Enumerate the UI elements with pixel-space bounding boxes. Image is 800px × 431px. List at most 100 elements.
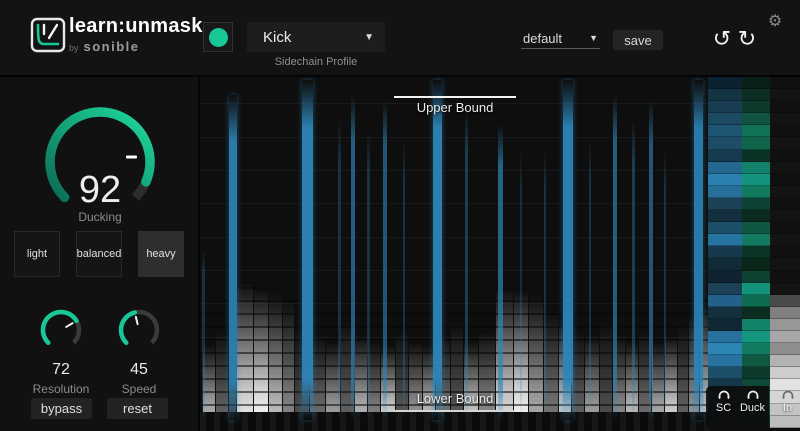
meter-block	[742, 294, 770, 307]
monitor-button-in[interactable]: In	[772, 389, 800, 427]
app-logo-icon	[30, 17, 66, 53]
resolution-knob[interactable]	[36, 305, 86, 355]
meter-block	[742, 330, 770, 344]
resolution-value: 72	[52, 361, 70, 378]
upper-bound-label: Upper Bound	[416, 100, 494, 115]
row-separator	[200, 326, 710, 328]
sidechain-transient-streak	[498, 125, 503, 420]
meter-block	[742, 210, 770, 223]
meter-block	[770, 101, 800, 114]
speed-knob[interactable]	[114, 305, 164, 355]
meter-block	[770, 403, 800, 416]
meter-block	[742, 137, 770, 150]
meter-block	[708, 137, 742, 150]
masking-strip	[216, 332, 228, 412]
meter-block	[708, 294, 742, 307]
sidechain-transient-streak	[351, 95, 355, 420]
reset-button[interactable]: reset	[107, 398, 168, 419]
meter-block	[742, 125, 770, 138]
learn-button[interactable]	[203, 22, 233, 52]
gridline	[200, 237, 710, 238]
meter-block	[742, 306, 770, 319]
meter-block	[708, 149, 742, 162]
meter-block	[708, 125, 742, 138]
meter-block	[742, 355, 770, 368]
masking-strip	[464, 342, 478, 412]
meter-block	[770, 149, 800, 162]
meter-block	[742, 197, 770, 211]
mode-button-heavy[interactable]: heavy	[138, 231, 184, 277]
lower-bound-handle[interactable]	[393, 410, 515, 412]
sidechain-transient-streak	[367, 130, 370, 420]
sidechain-transient-streak	[465, 110, 468, 420]
meter-block	[770, 367, 800, 380]
monitor-buttons: SC Duck In	[706, 386, 800, 428]
meter-block	[742, 149, 770, 162]
meter-block	[742, 89, 770, 102]
meter-block	[742, 173, 770, 186]
sidechain-profile-dropdown[interactable]: Kick ▼	[247, 22, 385, 52]
sidechain-transient-streak	[338, 120, 341, 420]
meter-block	[708, 282, 742, 295]
meter-block	[742, 101, 770, 114]
learn-state-dot-icon	[208, 27, 228, 47]
meter-block	[770, 379, 800, 392]
monitor-buttons-backplate	[706, 386, 769, 428]
sidechain-transient-streak	[229, 95, 237, 420]
below-lower-bound-region	[200, 412, 710, 431]
preset-dropdown[interactable]: default ▼	[521, 28, 600, 49]
masking-strip	[572, 332, 584, 412]
row-separator	[200, 378, 710, 380]
masking-strip	[626, 342, 638, 412]
meter-block	[770, 137, 800, 150]
sidechain-transient-streak	[520, 150, 522, 420]
sidechain-transient-streak	[544, 150, 546, 420]
sidechain-transient-streak	[383, 100, 387, 420]
meter-block	[708, 161, 742, 174]
meter-block	[742, 343, 770, 356]
gridline	[200, 103, 710, 104]
gridline	[200, 203, 710, 204]
meter-block	[708, 173, 742, 186]
ducking-knob[interactable]	[40, 102, 160, 222]
meter-block	[708, 113, 742, 126]
meter-block	[708, 306, 742, 319]
meter-block	[770, 258, 800, 271]
meter-block	[742, 185, 770, 198]
chevron-down-icon: ▼	[364, 31, 374, 43]
meter-block	[708, 270, 742, 283]
redo-icon[interactable]: ↻	[737, 26, 757, 51]
meter-block	[770, 343, 800, 356]
row-separator	[200, 313, 710, 315]
meter-block	[742, 246, 770, 259]
masking-strip	[409, 342, 422, 412]
sidechain-transient-streak	[664, 150, 666, 420]
meter-block	[770, 89, 800, 102]
upper-bound-handle[interactable]	[394, 96, 516, 98]
mode-button-light[interactable]: light	[14, 231, 60, 277]
monitor-button-duck[interactable]: Duck	[737, 389, 768, 427]
undo-icon[interactable]: ↺	[712, 26, 732, 51]
meter-block	[742, 222, 770, 235]
mode-selector: light balanced heavy	[0, 231, 200, 277]
meter-block	[770, 234, 800, 247]
row-separator	[200, 352, 710, 354]
monitor-button-label: SC	[715, 402, 732, 414]
meter-block	[708, 210, 742, 223]
mode-button-balanced[interactable]: balanced	[76, 231, 122, 277]
sidechain-transient-streak	[694, 80, 703, 420]
bypass-button[interactable]: bypass	[31, 398, 92, 419]
masking-strip	[341, 322, 354, 412]
byline: by sonible	[69, 39, 203, 54]
save-button[interactable]: save	[613, 30, 663, 50]
gear-icon[interactable]: ⚙	[767, 13, 783, 30]
meter-block	[708, 234, 742, 247]
monitor-button-sc[interactable]: SC	[708, 389, 739, 427]
row-separator	[200, 391, 710, 393]
sidechain-transient-streak	[589, 140, 591, 420]
sidechain-transient-streak	[632, 120, 635, 420]
meter-block	[770, 173, 800, 186]
meter-block	[708, 318, 742, 331]
sidechain-transient-streak	[563, 80, 573, 420]
resolution-knob-group: 72 Resolution	[15, 305, 107, 396]
